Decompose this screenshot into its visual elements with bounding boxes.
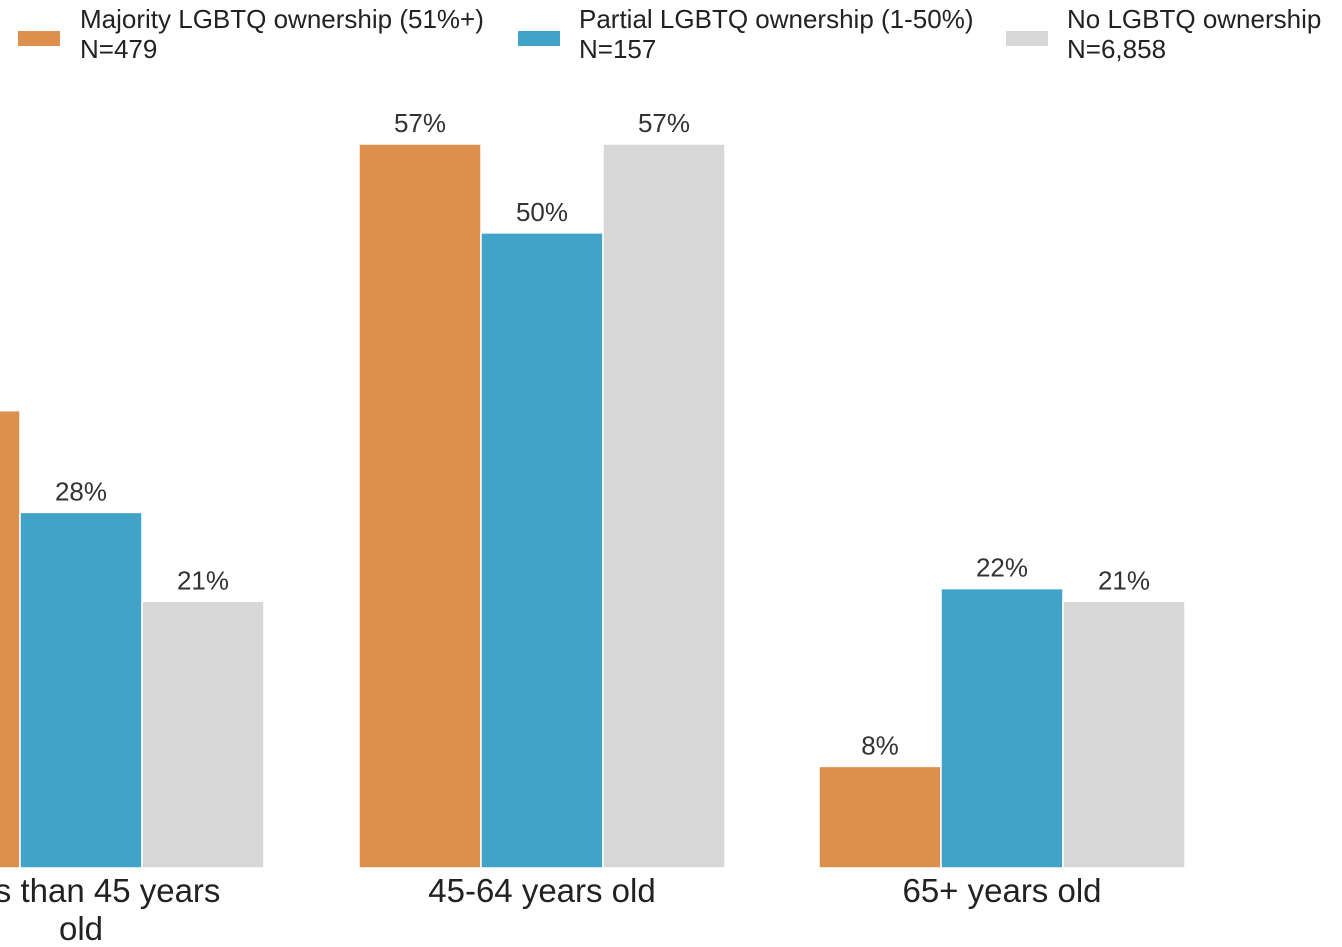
legend-item-none: No LGBTQ ownership N=6,858 (1006, 4, 1321, 64)
legend-swatch-partial (518, 31, 560, 46)
data-label-partial-65plus: 22% (976, 553, 1028, 583)
data-label-majority-45-64: 57% (394, 108, 446, 138)
bar-partial-45-64 (480, 232, 604, 869)
bar-group-65plus: 8% 22% 21% 65+ years old (818, 553, 1186, 909)
bar-none-65plus (1062, 600, 1186, 869)
bar-majority-lt45 (0, 409, 21, 869)
legend-count-partial: N=157 (579, 34, 656, 64)
data-label-none-65plus: 21% (1098, 565, 1150, 595)
bar-none-lt45 (141, 600, 265, 869)
legend-swatch-majority (18, 31, 60, 46)
bar-partial-65plus (940, 587, 1064, 869)
category-label-65plus: 65+ years old (902, 872, 1101, 909)
legend-label-partial: Partial LGBTQ ownership (1-50%) (579, 4, 973, 34)
legend-label-majority: Majority LGBTQ ownership (51%+) (80, 4, 484, 34)
legend-count-none: N=6,858 (1067, 34, 1166, 64)
data-label-partial-lt45: 28% (55, 476, 107, 506)
bar-none-45-64 (602, 143, 726, 869)
legend-item-majority: Majority LGBTQ ownership (51%+) N=479 (18, 4, 484, 64)
legend-count-majority: N=479 (80, 34, 157, 64)
category-label-45-64: 45-64 years old (428, 872, 655, 909)
data-label-partial-45-64: 50% (516, 197, 568, 227)
legend-label-none: No LGBTQ ownership (1067, 4, 1321, 34)
data-label-majority-65plus: 8% (861, 730, 899, 760)
bar-majority-45-64 (358, 143, 482, 869)
bar-group-45-64: 57% 50% 57% 45-64 years old (358, 108, 726, 909)
bar-partial-lt45 (19, 511, 143, 869)
data-label-none-lt45: 21% (177, 565, 229, 595)
bar-majority-65plus (818, 765, 942, 869)
legend-swatch-none (1006, 31, 1048, 46)
data-label-none-45-64: 57% (638, 108, 690, 138)
legend-item-partial: Partial LGBTQ ownership (1-50%) N=157 (518, 4, 973, 64)
plot-area: 36%28%21%Less than 45 yearsold57%50%57%4… (0, 108, 1186, 947)
legend: Majority LGBTQ ownership (51%+) N=479 Pa… (18, 4, 1321, 64)
